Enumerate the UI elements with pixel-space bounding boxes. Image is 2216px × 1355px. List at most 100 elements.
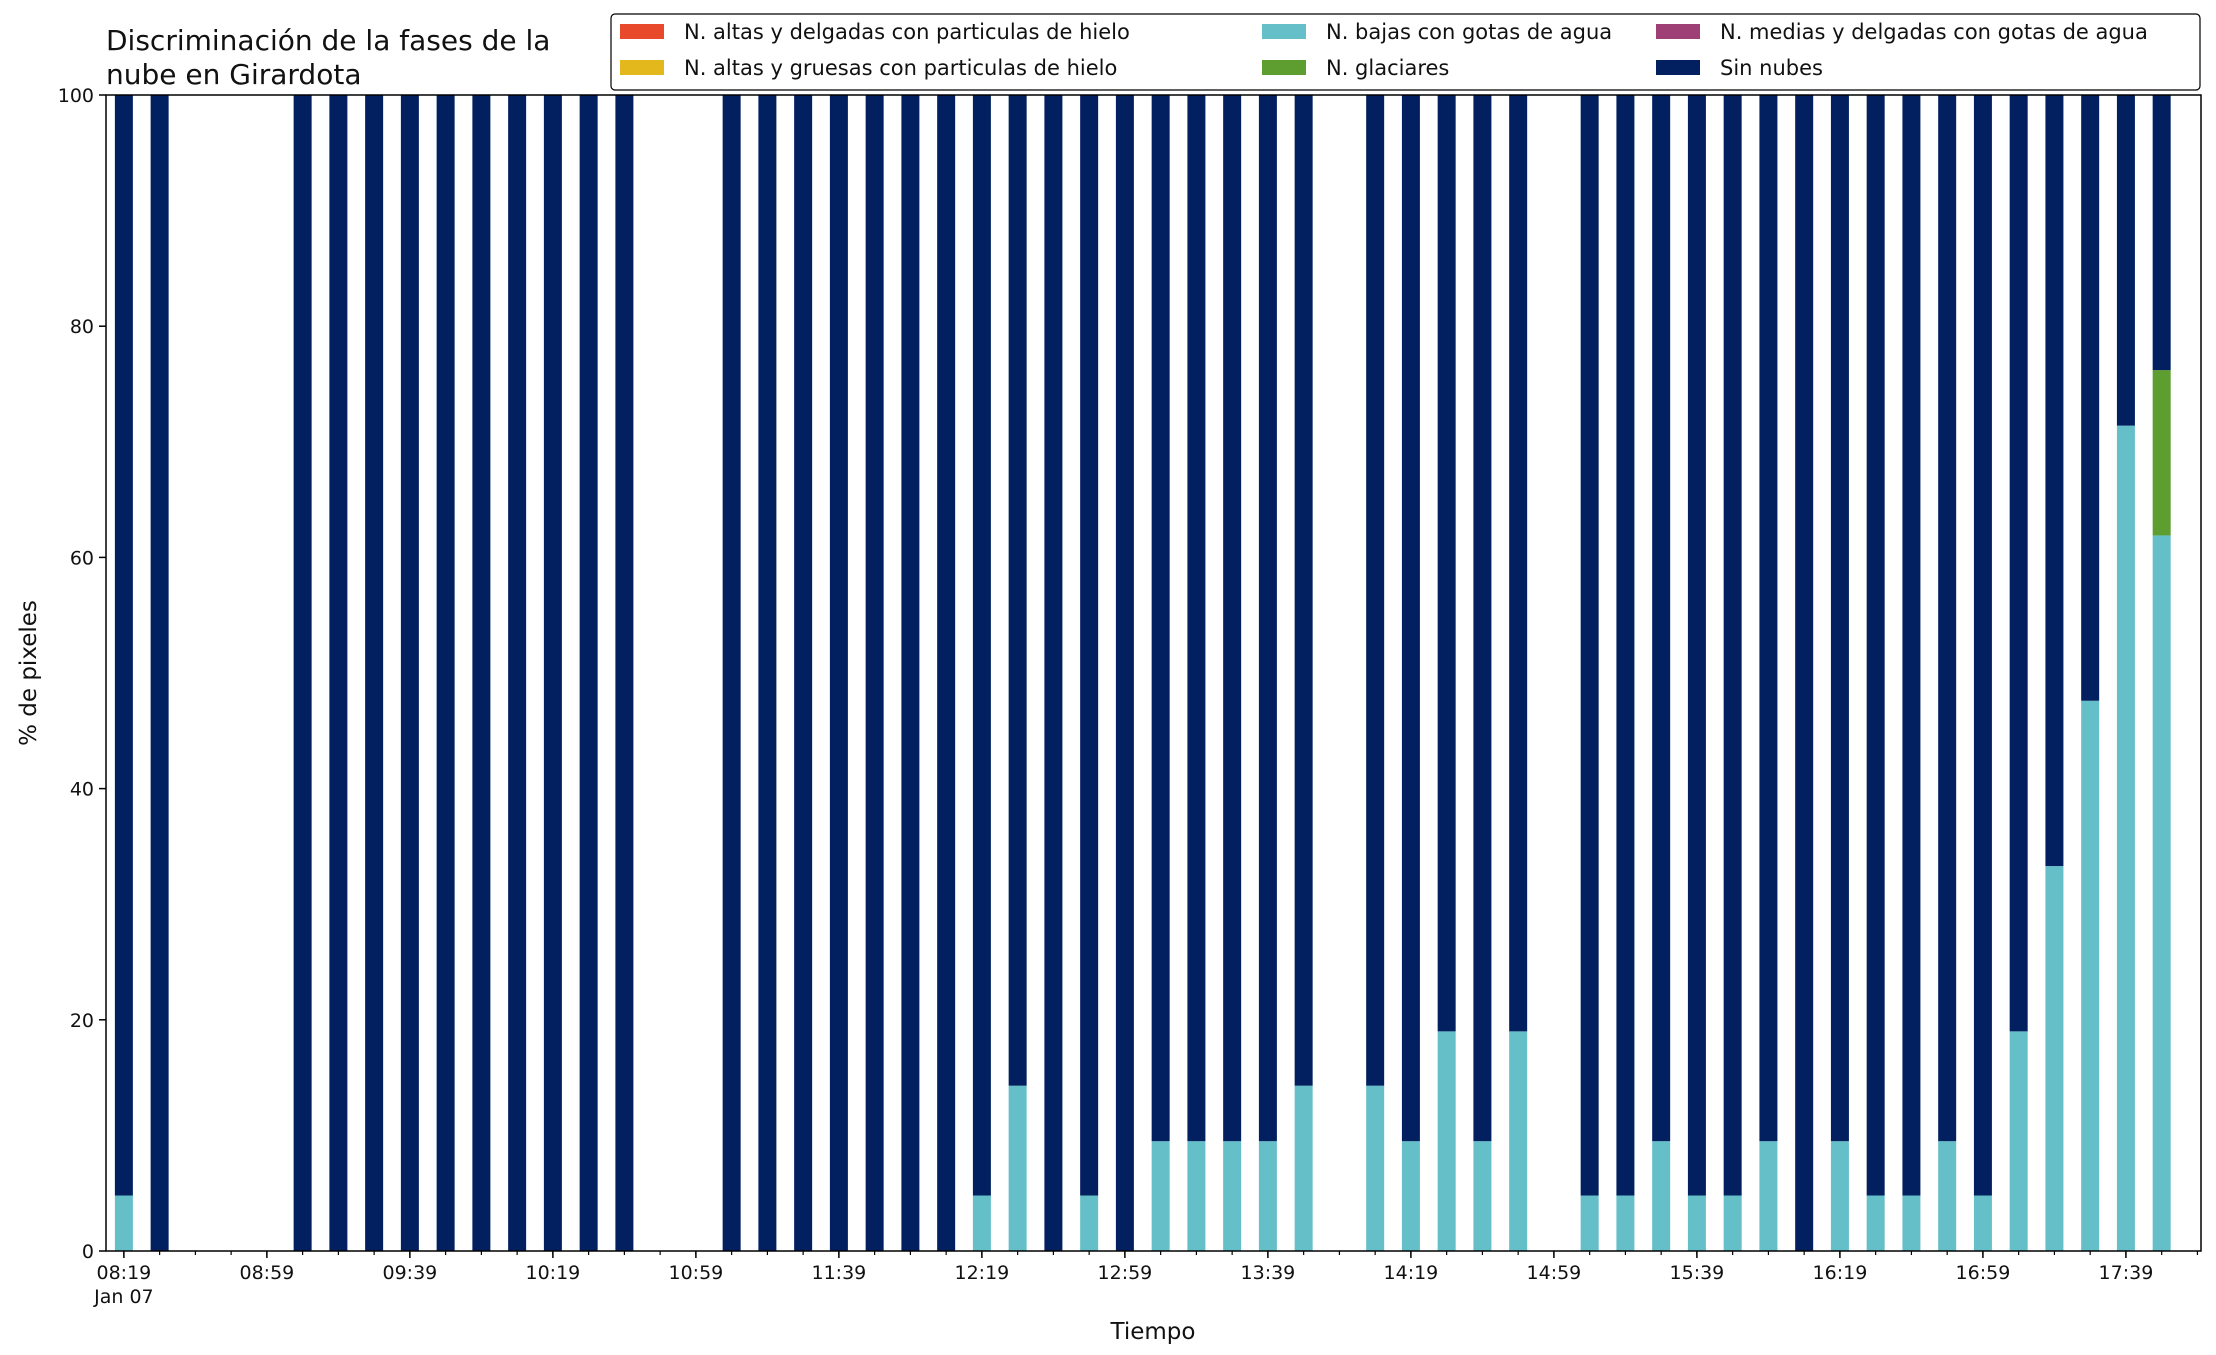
x-tick-label: 16:59 xyxy=(1956,1262,2011,1284)
bar-segment-1409-s2 xyxy=(1366,1085,1385,1251)
x-tick-label: 09:39 xyxy=(382,1262,437,1284)
x-tick-label: 11:39 xyxy=(812,1262,867,1284)
bar-segment-1519-s5 xyxy=(1616,95,1635,1196)
bar-segment-1009-s5 xyxy=(508,95,527,1251)
bar-segment-1749-s2 xyxy=(2152,535,2171,1251)
x-tick-label: 16:19 xyxy=(1813,1262,1868,1284)
bar-segment-1239-s5 xyxy=(1044,95,1063,1251)
y-tick-label: 0 xyxy=(82,1241,94,1263)
bar-segment-1739-s5 xyxy=(2116,95,2135,426)
legend-label: N. altas y delgadas con particulas de hi… xyxy=(684,20,1130,44)
x-tick-label: 13:39 xyxy=(1241,1262,1296,1284)
x-tick-label: 15:39 xyxy=(1670,1262,1725,1284)
legend-label: N. bajas con gotas de agua xyxy=(1326,20,1612,44)
bar-segment-1019-s5 xyxy=(543,95,562,1251)
bar-segment-1139-s5 xyxy=(829,95,848,1251)
bar-segment-1739-s2 xyxy=(2116,425,2135,1251)
bar-segment-1639-s2 xyxy=(1902,1195,1921,1251)
bar-segment-1509-s2 xyxy=(1580,1195,1599,1251)
bar-segment-1259-s5 xyxy=(1115,95,1134,1251)
bar-segment-1339-s2 xyxy=(1258,1141,1277,1251)
bar-segment-1209-s5 xyxy=(937,95,956,1251)
bar-segment-1719-s2 xyxy=(2045,866,2064,1251)
x-tick-label: 14:59 xyxy=(1527,1262,1582,1284)
x-tick-label: 12:59 xyxy=(1098,1262,1153,1284)
bar-segment-1449-s2 xyxy=(1509,1031,1528,1251)
bar-segment-0919-s5 xyxy=(329,95,348,1251)
bar-segment-1559-s2 xyxy=(1759,1141,1778,1251)
bar-segment-1539-s5 xyxy=(1687,95,1706,1196)
x-tick-label: 17:39 xyxy=(2099,1262,2154,1284)
bar-segment-1549-s5 xyxy=(1723,95,1742,1196)
bar-segment-1109-s5 xyxy=(722,95,741,1251)
x-tick-label: 08:59 xyxy=(239,1262,294,1284)
plot-frame xyxy=(105,94,2202,1252)
legend-label: N. medias y delgadas con gotas de agua xyxy=(1720,20,2148,44)
x-axis-label: Tiempo xyxy=(1110,1319,1196,1345)
bar-segment-1609-s5 xyxy=(1795,95,1814,1251)
bars-layer xyxy=(114,95,2171,1251)
bar-segment-1519-s2 xyxy=(1616,1195,1635,1251)
bar-segment-1249-s5 xyxy=(1080,95,1099,1196)
y-tick-label: 40 xyxy=(70,779,94,801)
bar-segment-1709-s5 xyxy=(2009,95,2028,1032)
bar-segment-1649-s2 xyxy=(1938,1141,1957,1251)
x-tick-label: 10:59 xyxy=(669,1262,724,1284)
bar-segment-1309-s5 xyxy=(1151,95,1170,1142)
legend-swatch xyxy=(1262,24,1306,39)
bar-segment-1319-s5 xyxy=(1187,95,1206,1142)
bar-segment-1719-s5 xyxy=(2045,95,2064,867)
bar-segment-1339-s5 xyxy=(1258,95,1277,1142)
y-tick-label: 20 xyxy=(70,1010,94,1032)
bar-segment-1159-s5 xyxy=(901,95,920,1251)
bar-segment-1429-s2 xyxy=(1437,1031,1456,1251)
y-tick-label: 60 xyxy=(70,547,94,569)
x-tick-label: 08:19 xyxy=(96,1262,151,1284)
bar-segment-1659-s5 xyxy=(1973,95,1992,1196)
x-tick-label: 14:19 xyxy=(1384,1262,1439,1284)
bar-segment-1319-s2 xyxy=(1187,1141,1206,1251)
bar-segment-1749-s5 xyxy=(2152,95,2171,371)
bar-segment-1729-s2 xyxy=(2081,700,2100,1251)
bar-segment-1529-s2 xyxy=(1652,1141,1671,1251)
bar-segment-1439-s5 xyxy=(1473,95,1492,1142)
bar-segment-1029-s5 xyxy=(579,95,598,1251)
bar-segment-0959-s5 xyxy=(472,95,491,1251)
legend-frame xyxy=(610,13,2201,91)
bar-segment-1419-s5 xyxy=(1401,95,1420,1142)
bar-segment-1119-s5 xyxy=(758,95,777,1251)
bar-segment-1219-s5 xyxy=(972,95,991,1196)
legend-swatch xyxy=(620,24,664,39)
bar-segment-1539-s2 xyxy=(1687,1195,1706,1251)
bar-segment-1619-s2 xyxy=(1830,1141,1849,1251)
bar-segment-1649-s5 xyxy=(1938,95,1957,1142)
bar-segment-1749-s3 xyxy=(2152,370,2171,536)
legend-swatch xyxy=(1656,24,1700,39)
bar-segment-0939-s5 xyxy=(400,95,419,1251)
bar-segment-1329-s2 xyxy=(1223,1141,1242,1251)
bar-segment-1149-s5 xyxy=(865,95,884,1251)
y-tick-label: 80 xyxy=(70,316,94,338)
chart-title-line-1: Discriminación de la fases de la xyxy=(106,24,550,57)
legend-swatch xyxy=(620,60,664,75)
bar-segment-1419-s2 xyxy=(1401,1141,1420,1251)
bar-segment-1709-s2 xyxy=(2009,1031,2028,1251)
bar-segment-1549-s2 xyxy=(1723,1195,1742,1251)
bar-segment-0929-s5 xyxy=(365,95,384,1251)
bar-segment-1629-s5 xyxy=(1866,95,1885,1196)
x-tick-label: 10:19 xyxy=(526,1262,581,1284)
bar-segment-1039-s5 xyxy=(615,95,634,1251)
bar-segment-1449-s5 xyxy=(1509,95,1528,1032)
bar-segment-1659-s2 xyxy=(1973,1195,1992,1251)
bar-segment-1729-s5 xyxy=(2081,95,2100,701)
x-tick-date-label: Jan 07 xyxy=(93,1286,154,1308)
legend-label: N. glaciares xyxy=(1326,56,1449,80)
x-tick-label: 12:19 xyxy=(955,1262,1010,1284)
chart-title-line-2: nube en Girardota xyxy=(106,58,361,91)
bar-segment-1129-s5 xyxy=(794,95,813,1251)
legend-label: N. altas y gruesas con particulas de hie… xyxy=(684,56,1117,80)
bar-segment-1249-s2 xyxy=(1080,1195,1099,1251)
